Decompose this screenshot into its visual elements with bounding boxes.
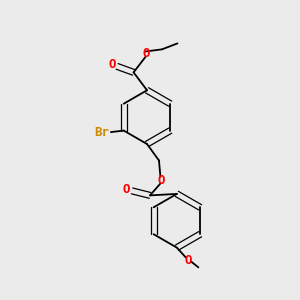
Text: Br: Br (94, 126, 110, 139)
Text: O: O (123, 183, 130, 196)
Text: O: O (142, 47, 150, 60)
Text: O: O (157, 174, 165, 187)
Text: O: O (108, 58, 116, 71)
Text: O: O (184, 254, 192, 267)
